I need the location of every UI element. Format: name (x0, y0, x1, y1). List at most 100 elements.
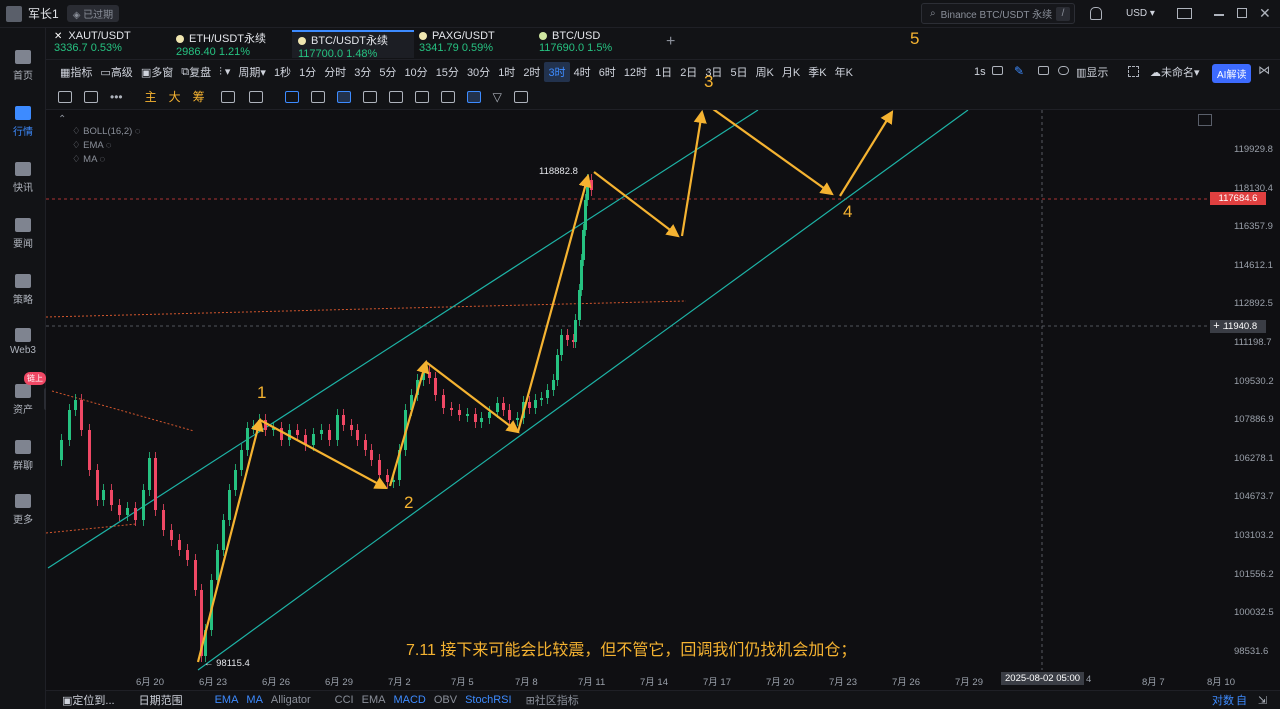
crosshair-add-icon[interactable]: + (1210, 320, 1223, 333)
camera-icon[interactable] (992, 66, 1003, 75)
indicator-button[interactable]: ▦ 指标 (60, 66, 93, 80)
price-chart[interactable]: ⌃ ♢ BOLL(16,2) ◌ ♢ EMA ◌ ♢ MA ◌ 119929.8… (46, 29, 1280, 690)
share-icon[interactable]: ⋈ (1258, 63, 1270, 77)
large-order-button[interactable]: 大 (168, 90, 181, 104)
period-11[interactable]: 4时 (573, 67, 591, 79)
period-8[interactable]: 1时 (498, 67, 516, 79)
period-21[interactable]: 年K (834, 67, 853, 79)
quick-obv[interactable]: OBV (433, 694, 458, 706)
search-input[interactable]: ⌕ Binance BTC/USDT 永续 / (921, 3, 1075, 24)
period-10[interactable]: 3时 (544, 62, 570, 82)
quick-cci[interactable]: CCI (334, 694, 354, 706)
period-12[interactable]: 6时 (598, 67, 616, 79)
tab-btc-perp[interactable]: BTC/USDT永续 117700.0 1.48% (292, 30, 414, 60)
text-tool-icon[interactable] (440, 90, 455, 103)
magnet-tool-icon[interactable] (466, 90, 481, 103)
note-tool-icon[interactable] (414, 90, 429, 103)
nav-flash[interactable]: 快讯 (0, 162, 46, 194)
copy-icon[interactable] (220, 90, 235, 103)
quick-ema-sub[interactable]: EMA (361, 694, 386, 706)
quick-stochrsi[interactable]: StochRSI (465, 694, 512, 706)
quick-ma[interactable]: MA (246, 694, 263, 706)
period-16[interactable]: 3日 (705, 67, 723, 79)
user-avatar[interactable] (6, 5, 22, 22)
chart-canvas[interactable] (46, 110, 1280, 690)
multi-window-button[interactable]: ▣ 多窗 (140, 66, 174, 80)
eye-icon[interactable]: ◌ (99, 154, 106, 165)
trend-tool-icon[interactable] (84, 90, 98, 103)
community-indicators[interactable]: ⊞ 社区指标 (525, 694, 579, 708)
ruler-icon[interactable] (58, 90, 72, 103)
username[interactable]: 军长1 (28, 7, 59, 21)
quick-macd[interactable]: MACD (393, 694, 426, 706)
nav-web3[interactable]: Web3 (0, 328, 46, 356)
close-icon[interactable]: ✕ (1259, 5, 1271, 21)
period-5[interactable]: 10分 (404, 67, 428, 79)
nav-chat[interactable]: 群聊 (0, 440, 46, 472)
indicator-boll[interactable]: ♢ BOLL(16,2) ◌ (72, 126, 141, 137)
expand-icon[interactable]: ⇲ (1258, 695, 1268, 707)
mail-icon[interactable] (1177, 8, 1192, 19)
period-6[interactable]: 15分 (435, 67, 459, 79)
pencil-tool-icon[interactable] (310, 90, 325, 103)
collapse-indicators-icon[interactable]: ⌃ (58, 114, 67, 125)
period-19[interactable]: 月K (781, 67, 801, 79)
indicator-ma[interactable]: ♢ MA ◌ (72, 154, 106, 165)
period-7[interactable]: 30分 (466, 67, 491, 79)
eye-icon[interactable]: ◌ (134, 126, 141, 137)
locate-button[interactable]: ▣ 定位到... (62, 694, 115, 708)
replay-button[interactable]: ⧉ 复盘 (181, 65, 212, 80)
period-select[interactable]: 周期 ▾ (238, 66, 266, 80)
quick-alligator[interactable]: Alligator (270, 694, 311, 706)
period-2[interactable]: 分时 (324, 67, 347, 79)
resolution-label[interactable]: 1s (974, 66, 986, 78)
more-tools-icon[interactable]: ••• (110, 89, 123, 104)
nav-market[interactable]: 行情 (0, 106, 46, 138)
maximize-icon[interactable] (1237, 8, 1247, 18)
period-3[interactable]: 3分 (354, 67, 372, 79)
chip-button[interactable]: 筹 (192, 90, 205, 104)
tab-btc-usd[interactable]: BTC/USD 117690.0 1.5% (539, 30, 613, 54)
period-1[interactable]: 1分 (299, 67, 317, 79)
nav-assets[interactable]: 资产 链上 (0, 372, 46, 416)
fullscreen-icon[interactable] (1128, 66, 1139, 77)
bell-icon[interactable] (1090, 7, 1102, 20)
period-9[interactable]: 2时 (523, 67, 541, 79)
period-20[interactable]: 季K (808, 67, 827, 79)
measure-tool-icon[interactable] (388, 90, 403, 103)
tab-paxg[interactable]: PAXG/USDT 3341.79 0.59% (419, 30, 495, 54)
candle-tool-icon[interactable] (362, 90, 377, 103)
period-18[interactable]: 周K (755, 67, 774, 79)
quick-ema[interactable]: EMA (214, 694, 239, 706)
indicator-ema[interactable]: ♢ EMA ◌ (72, 140, 112, 151)
export-icon[interactable] (248, 90, 263, 103)
crosshair-tool-icon[interactable] (284, 90, 299, 103)
chart-settings-icon[interactable] (1198, 114, 1212, 126)
comment-icon[interactable] (1038, 66, 1049, 75)
display-button[interactable]: ▥ 显示 (1076, 66, 1109, 80)
eye-icon[interactable]: ◌ (105, 140, 112, 151)
currency-select[interactable]: USD ▾ (1126, 8, 1155, 19)
filter-icon[interactable]: ▽ (492, 89, 502, 104)
log-scale-toggle[interactable]: 对数 (1212, 695, 1234, 707)
trash-icon[interactable] (513, 90, 528, 103)
tab-eth[interactable]: ETH/USDT永续 2986.40 1.21% (176, 33, 266, 58)
tab-xaut[interactable]: ✕ XAUT/USDT 3336.7 0.53% (54, 30, 131, 54)
add-tab-button[interactable]: + (666, 33, 676, 50)
nav-strategy[interactable]: 策略 (0, 274, 46, 306)
nav-news[interactable]: 要闻 (0, 218, 46, 250)
line-tool-icon[interactable] (336, 90, 351, 103)
date-range-button[interactable]: 日期范围 (138, 695, 183, 707)
period-14[interactable]: 1日 (655, 67, 673, 79)
period-4[interactable]: 5分 (379, 67, 397, 79)
date-axis[interactable]: 6月 20 6月 23 6月 26 6月 29 7月 2 7月 5 7月 8 7月 11 7月 … (46, 670, 1280, 690)
alarm-icon[interactable] (1058, 66, 1069, 75)
layout-name-select[interactable]: ☁ 未命名 ▾ (1150, 66, 1200, 80)
nav-home[interactable]: 首页 (0, 50, 46, 82)
chart-type-button[interactable]: ⫶ ▾ (219, 66, 231, 78)
period-17[interactable]: 5日 (730, 67, 748, 79)
minimize-icon[interactable] (1214, 14, 1224, 16)
auto-scale-toggle[interactable]: 自 (1236, 695, 1247, 707)
period-13[interactable]: 12时 (623, 67, 648, 79)
period-15[interactable]: 2日 (680, 67, 698, 79)
